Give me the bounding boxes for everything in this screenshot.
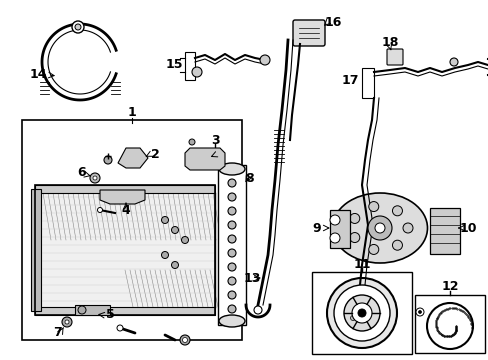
Circle shape [181,237,188,243]
Circle shape [65,320,69,324]
Text: 2: 2 [150,148,159,162]
Text: 13: 13 [243,271,260,284]
Circle shape [392,206,402,216]
Circle shape [374,223,384,233]
Bar [429,208,459,254]
Circle shape [227,263,236,271]
Text: 10: 10 [458,221,476,234]
Circle shape [329,233,339,243]
Circle shape [227,235,236,243]
Bar [414,295,484,353]
Circle shape [104,156,112,164]
Ellipse shape [219,163,244,175]
Circle shape [347,313,357,323]
Text: 3: 3 [210,134,219,147]
Circle shape [350,315,355,320]
Circle shape [75,24,81,30]
Circle shape [161,252,168,258]
Bar [311,272,411,354]
Circle shape [182,338,187,342]
Ellipse shape [219,315,244,327]
Text: 1: 1 [127,105,136,118]
Circle shape [72,21,84,33]
Circle shape [93,176,97,180]
Circle shape [192,67,202,77]
Text: 16: 16 [324,15,341,28]
Ellipse shape [332,193,427,263]
Bar [75,305,110,315]
Polygon shape [184,148,224,170]
Circle shape [368,202,378,212]
Text: 7: 7 [54,325,62,338]
Circle shape [333,285,389,341]
Polygon shape [118,148,148,168]
Circle shape [180,335,190,345]
Text: 12: 12 [440,280,458,293]
Text: 5: 5 [105,309,114,321]
Bar [35,185,215,315]
Circle shape [161,216,168,224]
Bar [35,185,215,193]
Circle shape [357,309,365,317]
Circle shape [90,173,100,183]
Text: 18: 18 [381,36,398,49]
Circle shape [349,233,359,243]
Circle shape [326,278,396,348]
Circle shape [368,244,378,255]
Bar [184,52,195,80]
Circle shape [343,295,379,331]
Bar [35,307,215,315]
Circle shape [351,303,371,323]
Circle shape [392,240,402,250]
Circle shape [227,193,236,201]
Bar [31,189,41,311]
Text: 11: 11 [352,257,370,270]
Circle shape [329,215,339,225]
Text: 9: 9 [312,221,321,234]
Text: 17: 17 [341,73,358,86]
Circle shape [227,277,236,285]
Circle shape [171,226,178,234]
Text: 8: 8 [245,171,254,184]
Circle shape [97,207,102,212]
Bar [22,120,242,340]
Text: 15: 15 [165,58,183,72]
Circle shape [62,317,72,327]
Circle shape [227,305,236,313]
Circle shape [227,249,236,257]
Circle shape [227,221,236,229]
Text: 4: 4 [122,203,130,216]
Bar [218,165,245,325]
Circle shape [171,261,178,269]
Bar [361,68,373,98]
Circle shape [117,325,123,331]
Bar [329,210,349,248]
Circle shape [449,58,457,66]
Polygon shape [100,190,145,204]
Text: 6: 6 [78,166,86,179]
Text: 14: 14 [29,68,47,81]
Bar [35,185,215,315]
Circle shape [253,306,262,314]
Circle shape [415,308,423,316]
Circle shape [349,213,359,224]
Circle shape [189,139,195,145]
Circle shape [227,291,236,299]
Circle shape [78,306,86,314]
Circle shape [260,55,269,65]
Circle shape [418,310,421,314]
Circle shape [367,216,391,240]
Circle shape [402,223,412,233]
FancyBboxPatch shape [386,49,402,65]
FancyBboxPatch shape [292,20,325,46]
Circle shape [227,179,236,187]
Circle shape [227,207,236,215]
